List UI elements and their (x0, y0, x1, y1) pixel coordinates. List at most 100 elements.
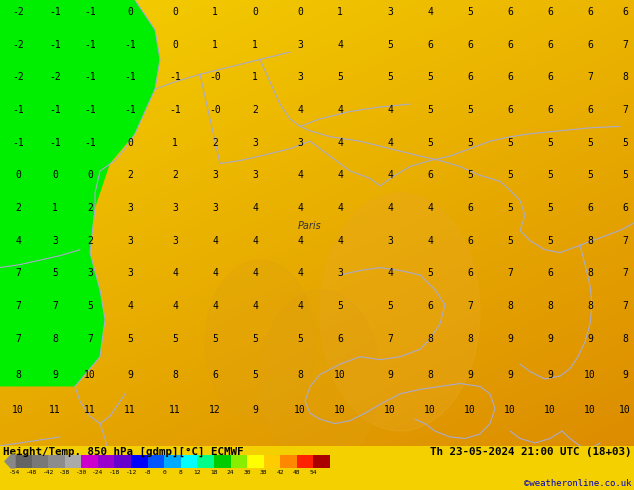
Text: 7: 7 (15, 334, 21, 344)
Text: 5: 5 (212, 334, 218, 344)
Text: 5: 5 (467, 7, 473, 17)
Text: -2: -2 (49, 73, 61, 82)
Text: 5: 5 (547, 236, 553, 246)
Text: 3: 3 (212, 171, 218, 180)
Text: -1: -1 (49, 105, 61, 115)
Text: -42: -42 (42, 470, 54, 475)
Text: 5: 5 (467, 171, 473, 180)
Text: 0: 0 (15, 171, 21, 180)
Text: 6: 6 (547, 40, 553, 49)
Text: 5: 5 (547, 138, 553, 147)
Text: 4: 4 (337, 236, 343, 246)
Text: 9: 9 (547, 369, 553, 380)
Text: 1: 1 (212, 40, 218, 49)
Text: 4: 4 (252, 301, 258, 311)
Text: 5: 5 (547, 171, 553, 180)
Text: 18: 18 (210, 470, 217, 475)
Text: -2: -2 (12, 40, 24, 49)
Text: Height/Temp. 850 hPa [gdmp][°C] ECMWF: Height/Temp. 850 hPa [gdmp][°C] ECMWF (3, 447, 243, 457)
Text: 5: 5 (622, 138, 628, 147)
Text: 6: 6 (547, 73, 553, 82)
Text: 9: 9 (622, 369, 628, 380)
Text: 11: 11 (169, 405, 181, 415)
Text: 0: 0 (52, 171, 58, 180)
Text: 6: 6 (427, 171, 433, 180)
Text: 7: 7 (15, 301, 21, 311)
Text: 3: 3 (252, 138, 258, 147)
Text: 7: 7 (587, 73, 593, 82)
Text: -38: -38 (59, 470, 70, 475)
Text: 2: 2 (87, 236, 93, 246)
Text: 6: 6 (587, 203, 593, 213)
Text: 2: 2 (127, 171, 133, 180)
Text: 6: 6 (587, 7, 593, 17)
Bar (15, 455, 32, 468)
Text: 8: 8 (172, 369, 178, 380)
Text: 4: 4 (297, 301, 303, 311)
Text: 1: 1 (52, 203, 58, 213)
FancyArrow shape (5, 455, 15, 468)
Text: 3: 3 (297, 73, 303, 82)
Text: 5: 5 (507, 138, 513, 147)
Bar (32, 455, 48, 468)
Bar (280, 455, 297, 468)
Text: -1: -1 (124, 73, 136, 82)
Text: 8: 8 (297, 369, 303, 380)
Text: 7: 7 (622, 40, 628, 49)
Text: 5: 5 (547, 203, 553, 213)
Bar (65, 455, 81, 468)
Text: 10: 10 (384, 405, 396, 415)
Text: 5: 5 (387, 40, 393, 49)
Text: 6: 6 (587, 40, 593, 49)
Text: 6: 6 (507, 105, 513, 115)
Text: Paris: Paris (298, 221, 322, 231)
Text: 5: 5 (337, 301, 343, 311)
Text: 10: 10 (84, 369, 96, 380)
Text: 7: 7 (15, 269, 21, 278)
Text: 4: 4 (212, 236, 218, 246)
Text: -12: -12 (126, 470, 137, 475)
Bar (115, 455, 131, 468)
Text: 4: 4 (337, 171, 343, 180)
Text: 4: 4 (337, 138, 343, 147)
Text: 8: 8 (52, 334, 58, 344)
Text: 5: 5 (337, 73, 343, 82)
Text: 4: 4 (387, 203, 393, 213)
Text: 0: 0 (127, 7, 133, 17)
Text: 5: 5 (507, 236, 513, 246)
Text: 2: 2 (252, 105, 258, 115)
Text: 8: 8 (547, 301, 553, 311)
Text: 0: 0 (127, 138, 133, 147)
Text: 3: 3 (387, 236, 393, 246)
Text: -0: -0 (209, 73, 221, 82)
Text: 4: 4 (212, 301, 218, 311)
Text: 4: 4 (297, 236, 303, 246)
Text: 9: 9 (387, 369, 393, 380)
Text: 4: 4 (427, 7, 433, 17)
Text: 6: 6 (507, 73, 513, 82)
Text: -2: -2 (12, 73, 24, 82)
Bar (81, 455, 98, 468)
Text: -1: -1 (84, 73, 96, 82)
Text: 4: 4 (212, 269, 218, 278)
Text: 11: 11 (49, 405, 61, 415)
Text: 7: 7 (467, 301, 473, 311)
Bar (231, 455, 247, 468)
Text: 3: 3 (127, 269, 133, 278)
Text: 5: 5 (507, 171, 513, 180)
Text: -1: -1 (124, 40, 136, 49)
Text: 2: 2 (87, 203, 93, 213)
Text: 5: 5 (252, 369, 258, 380)
Text: 5: 5 (127, 334, 133, 344)
Text: 4: 4 (172, 269, 178, 278)
Bar (98, 455, 115, 468)
Text: 8: 8 (587, 236, 593, 246)
Text: 2: 2 (172, 171, 178, 180)
Text: 4: 4 (387, 171, 393, 180)
Text: 10: 10 (294, 405, 306, 415)
Text: -30: -30 (75, 470, 87, 475)
Text: -24: -24 (93, 470, 103, 475)
Text: 5: 5 (467, 138, 473, 147)
Text: 4: 4 (387, 269, 393, 278)
Text: 0: 0 (297, 7, 303, 17)
